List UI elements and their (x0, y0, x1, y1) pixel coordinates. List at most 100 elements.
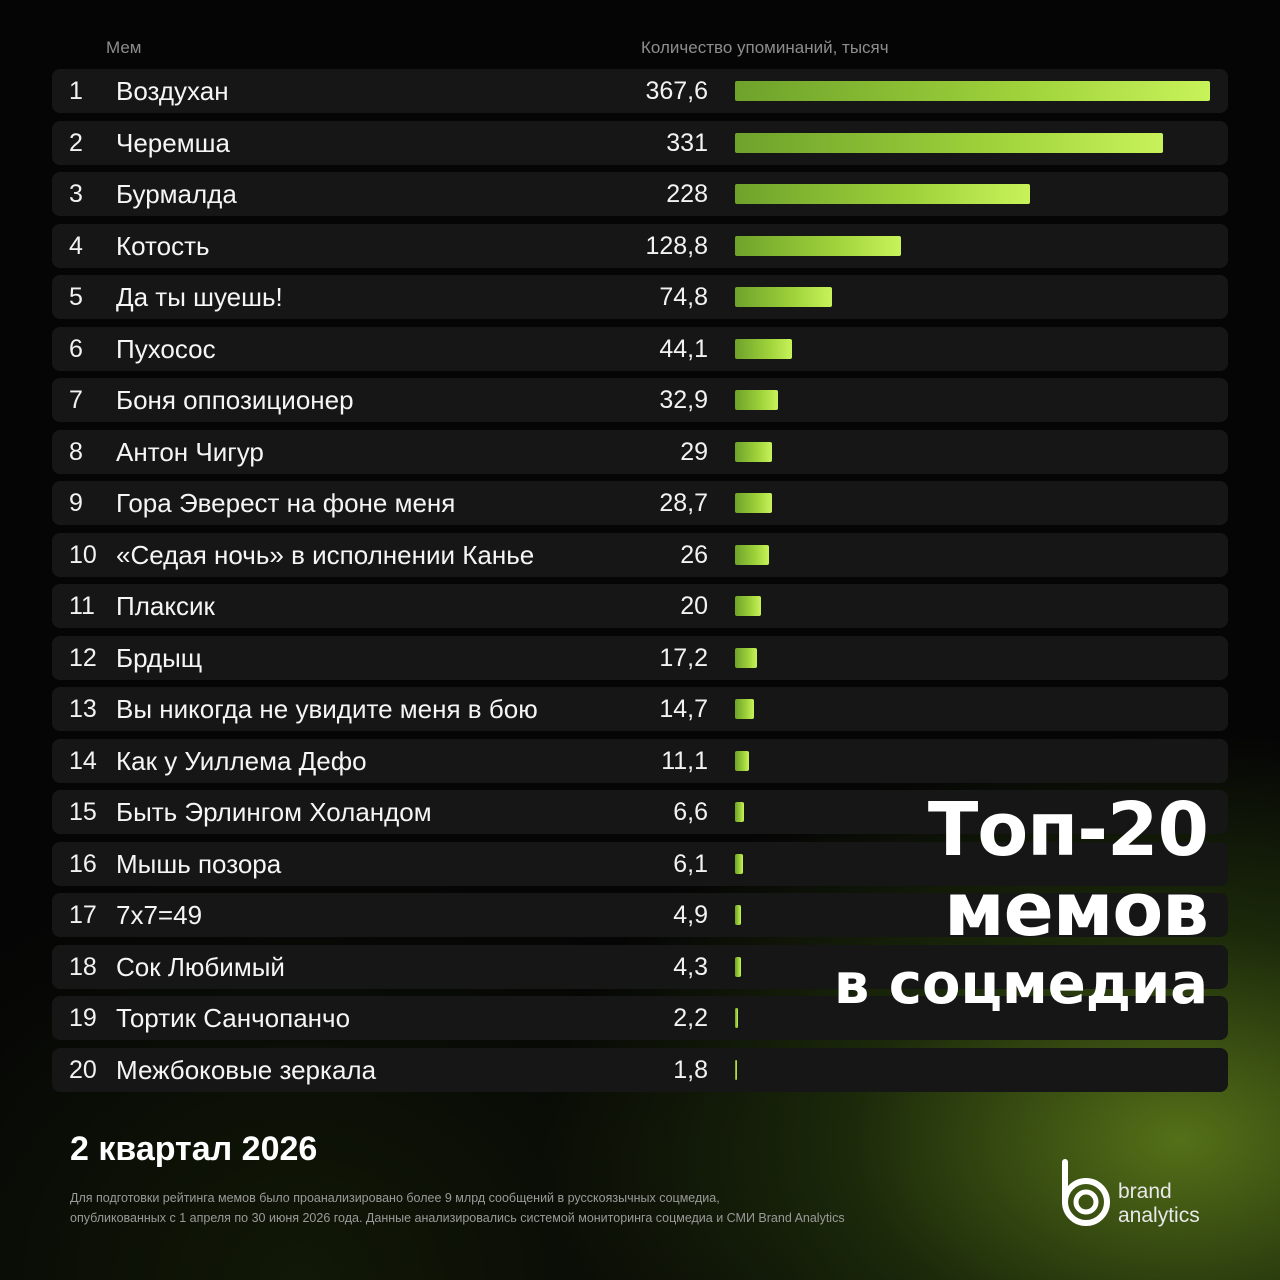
bar (735, 81, 1210, 101)
rank-label: 19 (69, 1004, 97, 1032)
rank-label: 2 (69, 128, 83, 157)
value-label: 11,1 (661, 746, 708, 775)
bar (735, 338, 792, 359)
meme-name: «Седая ночь» в исполнении Канье (116, 539, 535, 570)
value-label: 26 (680, 540, 708, 569)
meme-name: Пухосос (116, 333, 216, 364)
meme-name: Боня оппозиционер (116, 385, 354, 415)
rank-label: 6 (69, 334, 83, 363)
value-label: 74,8 (659, 283, 708, 311)
title-line-2: мемов (944, 867, 1209, 953)
meme-name: Брдыщ (116, 642, 203, 673)
bar (735, 390, 778, 410)
rank-label: 15 (69, 798, 97, 826)
table-row: 15 Быть Эрлингом Холандом 6,6 (52, 790, 1228, 834)
rank-label: 11 (69, 592, 95, 620)
table-row: 19 Тортик Санчопанчо 2,2 (52, 996, 1228, 1040)
brand-analytics-logo-icon (1062, 1159, 1110, 1226)
meme-name: 7x7=49 (116, 900, 203, 930)
bar (735, 544, 769, 565)
bar (735, 802, 744, 822)
rank-label: 12 (69, 643, 97, 672)
brand-name-line-1: brand (1118, 1180, 1172, 1203)
bar (735, 596, 761, 616)
rank-label: 14 (69, 746, 97, 775)
table-row: 13 Вы никогда не увидите меня в бою 14,7 (52, 687, 1228, 731)
meme-name: Плаксик (116, 591, 215, 621)
column-header-count: Количество упоминаний, тысяч (641, 38, 889, 57)
rank-label: 1 (69, 77, 83, 105)
table-row: 4 Котость 128,8 (52, 223, 1228, 268)
meme-name: Быть Эрлингом Холандом (116, 797, 432, 827)
rank-label: 4 (69, 231, 83, 260)
table-row: 5 Да ты шуешь! 74,8 (52, 275, 1228, 319)
value-label: 331 (666, 128, 708, 157)
value-label: 20 (680, 592, 708, 620)
meme-name: Воздухан (116, 76, 229, 106)
value-label: 17,2 (659, 643, 708, 672)
value-label: 4,3 (673, 952, 708, 981)
table-row: 16 Мышь позора 6,1 (52, 841, 1228, 886)
rank-label: 3 (69, 180, 83, 208)
rank-label: 10 (69, 540, 97, 569)
rank-label: 17 (69, 901, 97, 929)
value-label: 228 (666, 180, 708, 208)
rank-label: 5 (69, 283, 83, 311)
meme-name: Мышь позора (116, 848, 282, 879)
meme-name: Тортик Санчопанчо (116, 1003, 351, 1033)
bar (735, 853, 743, 874)
bar (735, 132, 1163, 153)
table-row: 9 Гора Эверест на фоне меня 28,7 (52, 481, 1228, 525)
value-label: 14,7 (659, 695, 708, 723)
rank-label: 18 (69, 952, 97, 981)
table-row: 14 Как у Уиллема Дефо 11,1 (52, 738, 1228, 783)
value-label: 128,8 (645, 231, 708, 260)
title-line-1: Топ-20 (927, 787, 1209, 873)
bar (735, 287, 832, 307)
value-label: 6,6 (673, 798, 708, 826)
bar (735, 956, 741, 977)
footnote-line-2: опубликованных с 1 апреля по 30 июня 202… (70, 1211, 845, 1225)
bar (735, 1008, 738, 1028)
column-header-meme: Мем (106, 38, 142, 57)
table-row: 6 Пухосос 44,1 (52, 326, 1228, 371)
title-line-3: в соцмедиа (833, 952, 1208, 1017)
brand-name-line-2: analytics (1118, 1204, 1200, 1227)
chart-title: Топ-20 мемов в соцмедиа (833, 787, 1209, 1020)
bar (735, 235, 902, 256)
meme-name: Черемша (116, 127, 230, 158)
footnote: Для подготовки рейтинга мемов было проан… (70, 1188, 970, 1228)
table-row: 1 Воздухан 367,6 (52, 69, 1228, 113)
rank-label: 9 (69, 489, 83, 517)
table-row: 12 Брдыщ 17,2 (52, 635, 1228, 680)
table-row: 20 Межбоковые зеркала 1,8 (52, 1047, 1228, 1092)
meme-name: Как у Уиллема Дефо (116, 745, 367, 776)
table-row: 17 7x7=49 4,9 (52, 893, 1228, 937)
meme-name: Бурмалда (116, 179, 237, 209)
table-row: 10 «Седая ночь» в исполнении Канье 26 (52, 532, 1228, 577)
table-row: 7 Боня оппозиционер 32,9 (52, 378, 1228, 422)
bar (735, 493, 773, 513)
bar (735, 441, 773, 462)
meme-name: Гора Эверест на фоне меня (116, 488, 456, 518)
value-label: 1,8 (673, 1055, 708, 1084)
meme-name: Межбоковые зеркала (116, 1054, 377, 1085)
meme-name: Вы никогда не увидите меня в бою (116, 694, 538, 724)
bar (735, 905, 742, 925)
rank-label: 16 (69, 849, 97, 878)
bar (735, 184, 1030, 204)
value-label: 6,1 (673, 849, 708, 878)
bar (735, 1059, 738, 1080)
rank-label: 13 (69, 695, 97, 723)
meme-name: Котость (116, 230, 210, 261)
meme-name: Да ты шуешь! (116, 282, 283, 312)
value-label: 4,9 (673, 901, 708, 929)
rank-label: 20 (69, 1055, 97, 1084)
value-label: 367,6 (645, 77, 708, 105)
bar (735, 647, 758, 668)
rank-label: 7 (69, 386, 83, 414)
value-label: 32,9 (659, 386, 708, 414)
table-row: 2 Черемша 331 (52, 120, 1228, 165)
meme-name: Антон Чигур (116, 436, 264, 467)
footnote-line-1: Для подготовки рейтинга мемов было проан… (70, 1191, 720, 1205)
